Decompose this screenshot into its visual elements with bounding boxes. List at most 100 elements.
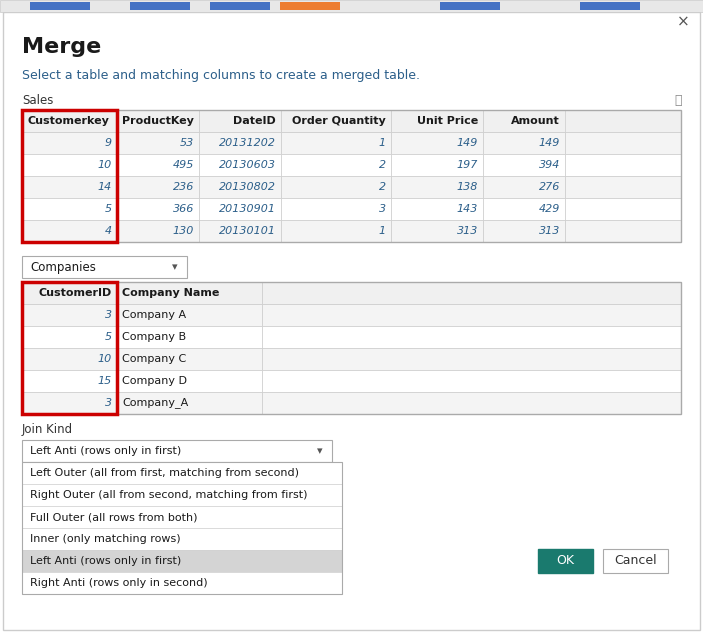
- Bar: [117, 282, 262, 304]
- Bar: [0, 0, 703, 12]
- Bar: [22, 198, 117, 220]
- Bar: [22, 550, 342, 572]
- Bar: [117, 220, 199, 242]
- Bar: [22, 110, 117, 242]
- Text: 3: 3: [105, 398, 112, 408]
- Text: Join Kind: Join Kind: [22, 423, 73, 437]
- Bar: [22, 282, 117, 304]
- Text: DateID: DateID: [233, 116, 276, 126]
- Bar: [210, 2, 270, 10]
- Text: Customerkey: Customerkey: [27, 116, 109, 126]
- Bar: [130, 2, 190, 10]
- Text: Select a table and matching columns to create a merged table.: Select a table and matching columns to c…: [22, 68, 420, 82]
- Text: Company D: Company D: [122, 376, 187, 386]
- Bar: [22, 282, 117, 414]
- Bar: [117, 392, 262, 414]
- Bar: [22, 110, 681, 132]
- Bar: [603, 549, 668, 573]
- Text: Company B: Company B: [122, 332, 186, 342]
- Bar: [281, 132, 391, 154]
- Text: ProductKey: ProductKey: [122, 116, 194, 126]
- Text: 10: 10: [98, 160, 112, 170]
- Bar: [281, 154, 391, 176]
- Text: Company Name: Company Name: [122, 288, 219, 298]
- Text: Cancel: Cancel: [614, 555, 657, 568]
- Text: Amount: Amount: [511, 116, 560, 126]
- Text: Unit Price: Unit Price: [417, 116, 478, 126]
- Bar: [199, 198, 281, 220]
- Bar: [117, 132, 199, 154]
- Text: 138: 138: [457, 182, 478, 192]
- Text: 20130802: 20130802: [219, 182, 276, 192]
- Text: 53: 53: [180, 138, 194, 148]
- Text: 20130901: 20130901: [219, 204, 276, 214]
- Text: Sales: Sales: [22, 94, 53, 106]
- Text: 197: 197: [457, 160, 478, 170]
- Text: Right Outer (all from second, matching from first): Right Outer (all from second, matching f…: [30, 490, 307, 500]
- Bar: [580, 2, 640, 10]
- Bar: [22, 110, 117, 132]
- Bar: [22, 154, 117, 176]
- Text: 313: 313: [538, 226, 560, 236]
- Bar: [22, 304, 117, 326]
- Bar: [565, 198, 681, 220]
- Text: 5: 5: [105, 204, 112, 214]
- Text: 1: 1: [379, 226, 386, 236]
- Bar: [391, 198, 483, 220]
- Text: 495: 495: [173, 160, 194, 170]
- Text: Company A: Company A: [122, 310, 186, 320]
- Bar: [22, 282, 681, 304]
- Text: 20131202: 20131202: [219, 138, 276, 148]
- Text: 14: 14: [98, 182, 112, 192]
- Bar: [483, 132, 565, 154]
- Bar: [391, 220, 483, 242]
- Text: Merge: Merge: [22, 37, 101, 57]
- Bar: [440, 2, 500, 10]
- Bar: [22, 528, 342, 550]
- Text: 2: 2: [379, 182, 386, 192]
- Bar: [262, 392, 681, 414]
- Bar: [262, 326, 681, 348]
- Bar: [30, 2, 90, 10]
- Text: 9: 9: [105, 138, 112, 148]
- Bar: [483, 110, 565, 132]
- Bar: [22, 506, 342, 528]
- Bar: [483, 220, 565, 242]
- Text: 1: 1: [379, 138, 386, 148]
- Bar: [22, 348, 117, 370]
- Bar: [483, 154, 565, 176]
- Bar: [22, 176, 117, 198]
- Text: ×: ×: [676, 15, 690, 30]
- Bar: [22, 462, 342, 594]
- Bar: [22, 282, 681, 414]
- Bar: [262, 370, 681, 392]
- Bar: [117, 176, 199, 198]
- Bar: [22, 110, 681, 242]
- Text: 429: 429: [538, 204, 560, 214]
- Text: OK: OK: [557, 555, 574, 568]
- Text: 313: 313: [457, 226, 478, 236]
- Text: Companies: Companies: [30, 261, 96, 273]
- Text: ▾: ▾: [317, 446, 323, 456]
- Text: 4: 4: [105, 226, 112, 236]
- Bar: [22, 132, 117, 154]
- Text: Right Anti (rows only in second): Right Anti (rows only in second): [30, 578, 207, 588]
- Text: ⎘: ⎘: [674, 94, 682, 106]
- Bar: [117, 370, 262, 392]
- Text: Left Anti (rows only in first): Left Anti (rows only in first): [30, 556, 181, 566]
- Text: 149: 149: [457, 138, 478, 148]
- Text: 394: 394: [538, 160, 560, 170]
- Bar: [199, 110, 281, 132]
- Bar: [117, 110, 199, 132]
- Bar: [22, 392, 117, 414]
- Text: Inner (only matching rows): Inner (only matching rows): [30, 534, 181, 544]
- Bar: [565, 220, 681, 242]
- Bar: [199, 154, 281, 176]
- Bar: [281, 198, 391, 220]
- Bar: [22, 484, 342, 506]
- Bar: [199, 132, 281, 154]
- Bar: [22, 440, 332, 462]
- Bar: [538, 549, 593, 573]
- Bar: [22, 326, 117, 348]
- Text: 276: 276: [538, 182, 560, 192]
